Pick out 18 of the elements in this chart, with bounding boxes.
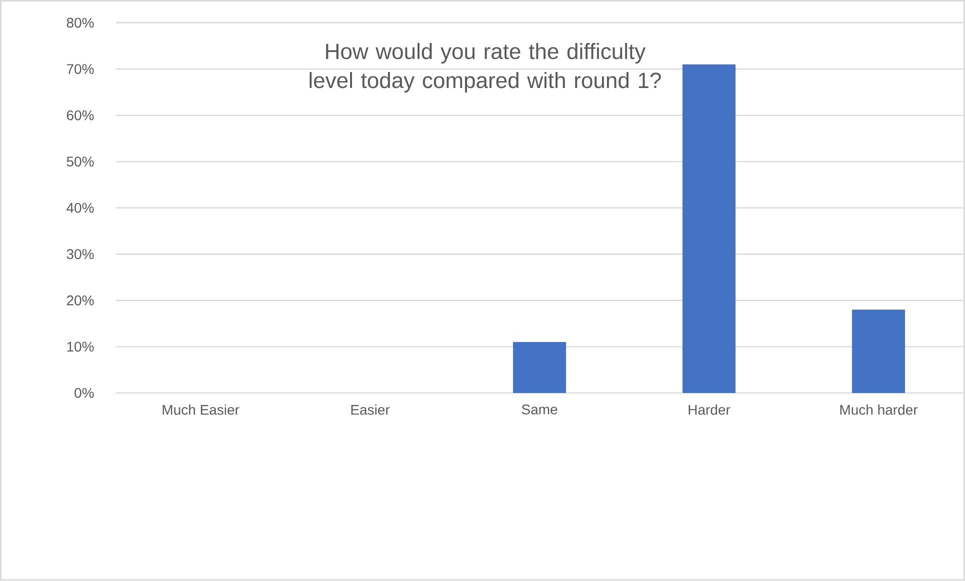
bar <box>513 342 566 394</box>
x-tick-label: Same <box>522 404 558 415</box>
y-tick-label: 10% <box>67 342 94 352</box>
y-tick-label: 20% <box>66 296 94 306</box>
x-tick-label: Much harder <box>840 404 918 415</box>
bar <box>682 64 736 394</box>
text: How would you rate the difficulty level today compared with round 1? <box>310 43 661 93</box>
y-tick-label: 0% <box>74 388 94 398</box>
y-tick-label: 50% <box>66 156 94 167</box>
x-tick-label: Harder <box>688 404 730 415</box>
x-tick-label: Easier <box>351 404 390 415</box>
y-tick-label: 80% <box>66 18 94 28</box>
y-tick-label: 30% <box>66 249 94 260</box>
x-tick-label: Much Easier <box>162 404 240 415</box>
y-tick-label: 40% <box>66 202 94 213</box>
y-tick-label: 60% <box>66 110 94 120</box>
y-tick-label: 70% <box>66 64 94 74</box>
bar <box>852 310 906 394</box>
